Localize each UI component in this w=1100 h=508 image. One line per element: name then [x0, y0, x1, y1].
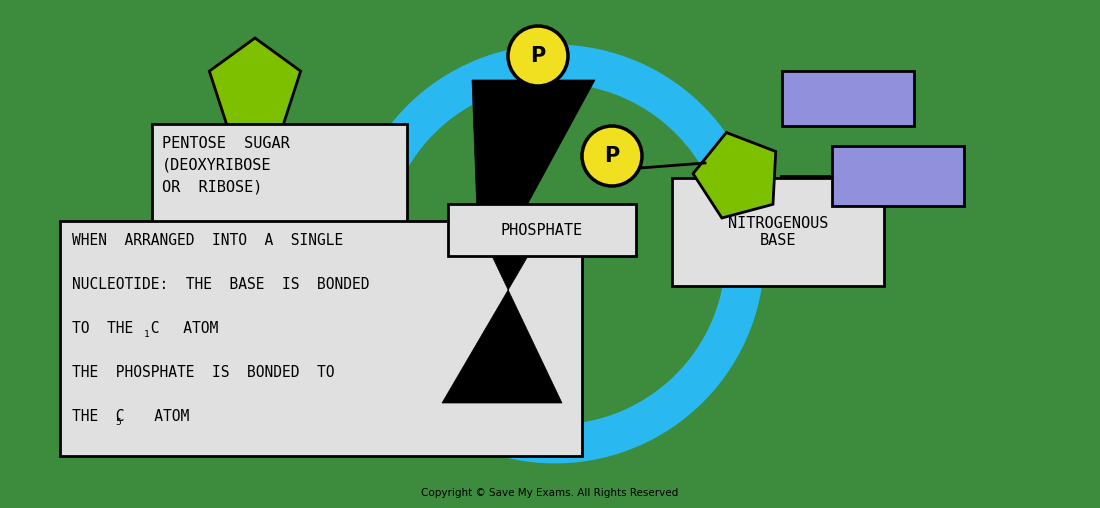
Text: ATOM: ATOM: [129, 409, 189, 424]
FancyBboxPatch shape: [60, 221, 582, 456]
Circle shape: [508, 26, 568, 86]
FancyBboxPatch shape: [152, 124, 407, 286]
Polygon shape: [442, 80, 595, 403]
Text: THE  C: THE C: [72, 409, 124, 424]
Text: P: P: [604, 146, 619, 166]
Polygon shape: [209, 38, 300, 125]
Text: PENTOSE  SUGAR
(DEOXYRIBOSE
OR  RIBOSE): PENTOSE SUGAR (DEOXYRIBOSE OR RIBOSE): [162, 136, 289, 194]
FancyBboxPatch shape: [672, 178, 884, 286]
Polygon shape: [693, 133, 776, 218]
Text: THE  PHOSPHATE  IS  BONDED  TO: THE PHOSPHATE IS BONDED TO: [72, 365, 334, 380]
Text: WHEN  ARRANGED  INTO  A  SINGLE: WHEN ARRANGED INTO A SINGLE: [72, 233, 343, 248]
Text: 5: 5: [116, 418, 121, 427]
Text: P: P: [530, 46, 546, 66]
Text: TO  THE  C: TO THE C: [72, 321, 160, 336]
Text: 1: 1: [144, 330, 150, 339]
Text: Copyright © Save My Exams. All Rights Reserved: Copyright © Save My Exams. All Rights Re…: [421, 488, 679, 498]
Text: NITROGENOUS
BASE: NITROGENOUS BASE: [728, 216, 828, 248]
Text: NUCLEOTIDE:  THE  BASE  IS  BONDED: NUCLEOTIDE: THE BASE IS BONDED: [72, 277, 370, 292]
Text: ATOM: ATOM: [157, 321, 218, 336]
FancyBboxPatch shape: [832, 146, 964, 206]
Text: PHOSPHATE: PHOSPHATE: [500, 223, 583, 238]
FancyBboxPatch shape: [448, 204, 636, 256]
FancyBboxPatch shape: [782, 71, 914, 126]
Circle shape: [582, 126, 642, 186]
